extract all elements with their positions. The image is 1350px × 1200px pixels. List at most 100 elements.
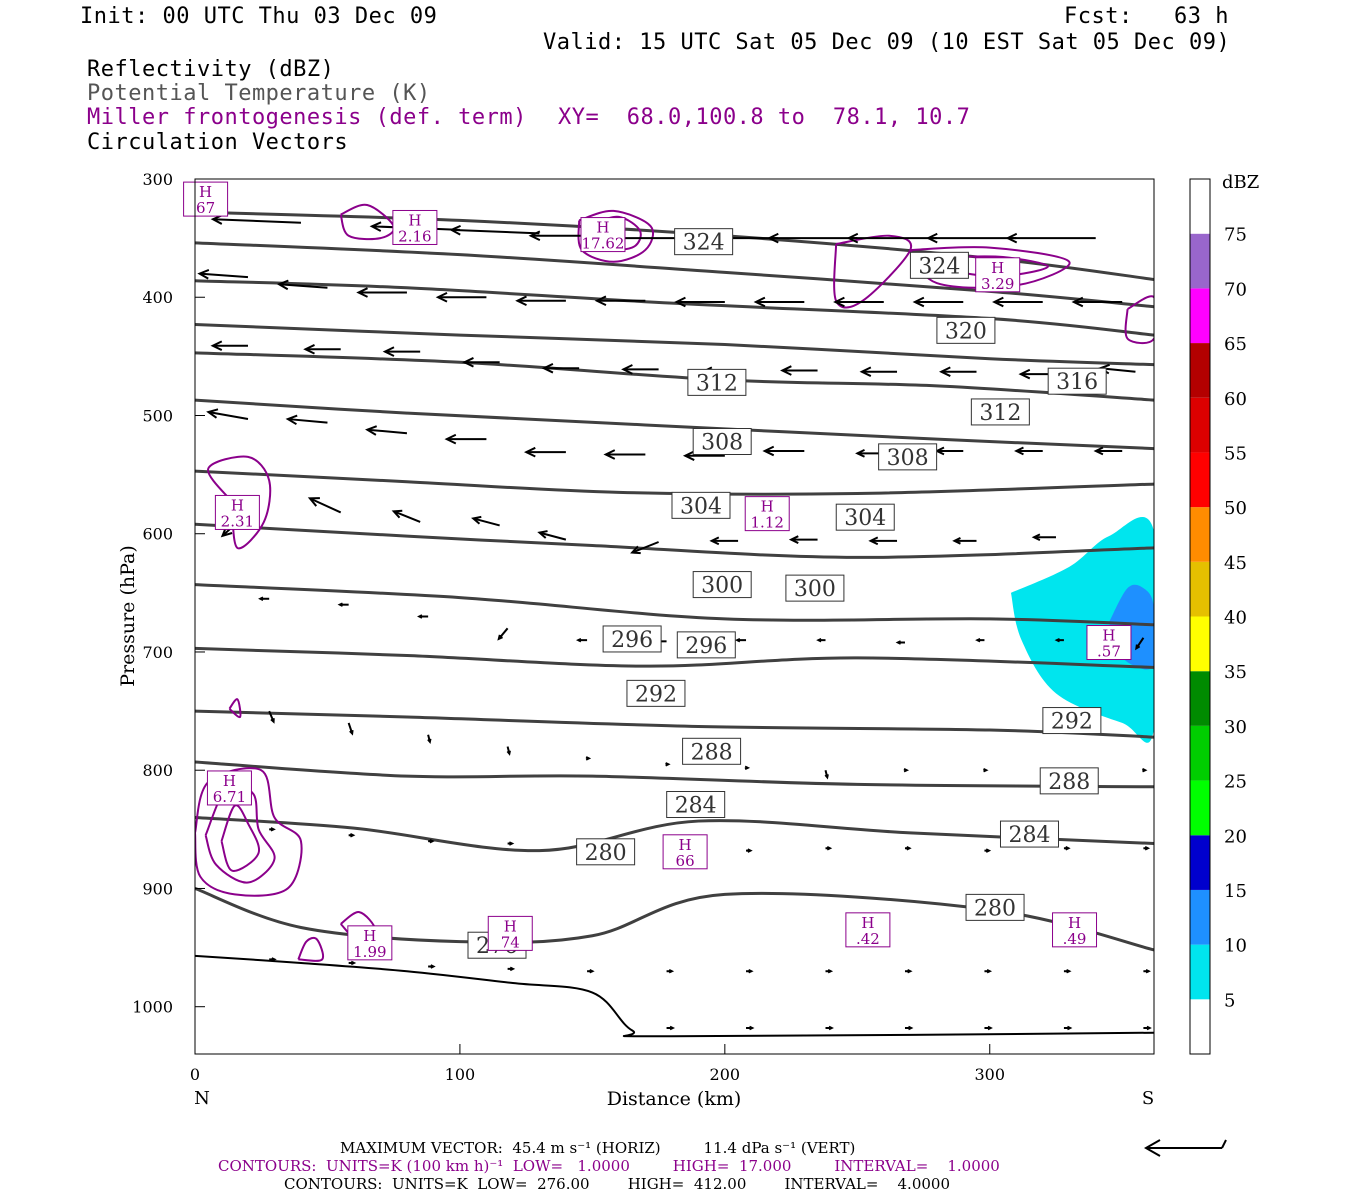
circulation-vector — [1093, 446, 1123, 456]
vector-head — [1054, 637, 1061, 643]
theta-label-text: 312 — [979, 401, 1021, 426]
frontogenesis-maximum: H1.99 — [347, 925, 393, 961]
colorbar-swatch — [1190, 725, 1210, 781]
cross-section-endpoints: XY= 68.0,100.8 to 78.1, 10.7 — [558, 105, 971, 130]
theta-label-box — [909, 251, 969, 279]
vector-head — [986, 969, 993, 974]
circulation-vector — [666, 1025, 676, 1031]
colorbar-level-label: 45 — [1224, 553, 1247, 574]
theta-label-320: 320 — [936, 316, 996, 344]
theta-label-308: 308 — [692, 428, 752, 456]
vector-head — [1066, 1025, 1073, 1031]
theta-contour-292 — [195, 709, 1154, 739]
maximum-box — [206, 770, 252, 806]
vector-shaft — [631, 541, 659, 554]
frontogenesis-maximum: H6.71 — [206, 770, 252, 806]
vector-head — [575, 637, 582, 643]
circulation-vector — [348, 960, 357, 966]
frontogenesis-contour — [207, 455, 272, 550]
frontogenesis-maximum: H74 — [487, 915, 533, 951]
vector-head — [868, 536, 879, 546]
vector-head — [952, 537, 961, 545]
vector-head — [828, 1025, 834, 1031]
vector-head — [133, 201, 142, 210]
vector-head — [780, 365, 792, 376]
circulation-vector — [1063, 846, 1071, 851]
y-tick-label: 900 — [142, 879, 173, 898]
maximum-value: .42 — [856, 930, 880, 948]
theta-contour-284 — [195, 816, 1154, 853]
vector-head — [748, 969, 754, 974]
vector-head — [1142, 768, 1148, 773]
colorbar-swatch — [1190, 780, 1210, 836]
maximum-box — [392, 209, 438, 245]
circulation-vector — [895, 640, 905, 645]
maximum-symbol: H — [504, 917, 517, 935]
frontogenesis-maximum: H.49 — [1052, 912, 1098, 948]
circulation-vector — [1143, 969, 1151, 974]
theta-label-280: 280 — [965, 893, 1025, 921]
maximum-box — [1052, 912, 1098, 948]
circulation-vector — [1071, 296, 1123, 308]
reflectivity-area-5dbz — [1010, 517, 1154, 743]
theta-label-text: 320 — [945, 319, 987, 344]
vector-shaft — [199, 272, 249, 279]
south-end-label: S — [1142, 1088, 1154, 1109]
x-axis-label: Distance (km) — [607, 1088, 742, 1110]
maximum-box — [183, 181, 229, 217]
vector-head — [537, 530, 548, 539]
vector-head — [276, 279, 289, 291]
theta-label-text: 288 — [1048, 770, 1090, 795]
vector-head — [992, 296, 1004, 308]
vector-head — [925, 232, 938, 244]
theta-contour-300 — [195, 583, 1154, 627]
theta-label-text: 284 — [1008, 823, 1050, 848]
circulation-vector — [537, 530, 567, 541]
colorbar-swatch — [1190, 889, 1210, 945]
theta-contour-276 — [195, 954, 1154, 1038]
circulation-vector — [825, 969, 834, 974]
vector-head — [762, 445, 775, 457]
maximum-box — [662, 834, 708, 870]
theta-label-300: 300 — [692, 571, 752, 599]
theta-label-text: 324 — [683, 231, 725, 256]
colorbar-level-label: 30 — [1224, 717, 1247, 738]
vector-head — [1031, 533, 1041, 542]
vector-head — [788, 535, 799, 544]
vector-head — [744, 765, 751, 771]
vector-head — [429, 838, 435, 844]
theta-label-304: 304 — [671, 491, 731, 519]
vector-head — [983, 768, 989, 773]
colorbar-level-label: 20 — [1224, 826, 1247, 847]
maximum-value: 74 — [501, 933, 520, 951]
theta-label-text: 304 — [844, 506, 886, 531]
theta-label-box — [602, 625, 662, 653]
circulation-vector — [630, 541, 659, 555]
circulation-vector — [833, 296, 884, 308]
theta-label-text: 296 — [685, 634, 727, 659]
circulation-vector — [507, 841, 515, 846]
theta-label-text: 304 — [680, 494, 722, 519]
circulation-vector — [356, 287, 407, 298]
colorbar-level-label: 70 — [1224, 279, 1247, 300]
circulation-vector — [904, 846, 912, 851]
vector-head — [906, 846, 912, 851]
vector-head — [630, 545, 641, 555]
circulation-vector — [541, 362, 580, 374]
colorbar-level-label: 65 — [1224, 334, 1247, 355]
theta-label-box — [1047, 367, 1107, 395]
theta-label-box — [970, 398, 1030, 426]
frontogenesis-maximum: H.42 — [845, 912, 891, 948]
maximum-box — [845, 912, 891, 948]
circulation-vector — [428, 838, 435, 844]
maximum-box — [487, 915, 533, 951]
vector-head — [509, 966, 516, 972]
x-tick-label: 100 — [445, 1065, 476, 1084]
maximum-box — [744, 496, 790, 532]
theta-label-box — [999, 820, 1059, 848]
circulation-vector — [992, 296, 1043, 308]
theta-label-284: 284 — [999, 820, 1059, 848]
colorbar-swatch — [1190, 671, 1210, 726]
vector-head — [1093, 446, 1104, 456]
circulation-vector — [1143, 1025, 1152, 1031]
